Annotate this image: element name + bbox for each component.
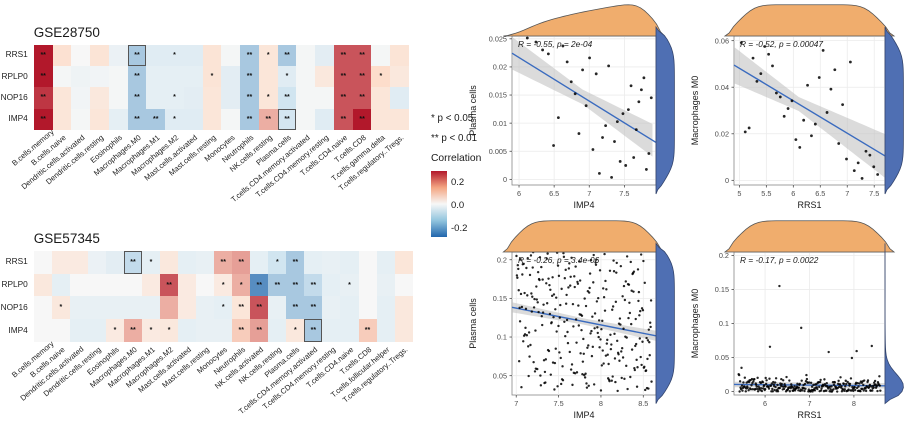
- svg-text:8: 8: [599, 399, 603, 408]
- svg-text:0: 0: [503, 175, 507, 184]
- svg-text:8.5: 8.5: [638, 399, 648, 408]
- svg-text:0.05: 0.05: [493, 371, 507, 380]
- svg-text:Macrophages M0: Macrophages M0: [690, 76, 700, 146]
- svg-text:0.06: 0.06: [715, 36, 729, 45]
- svg-text:0.05: 0.05: [715, 353, 729, 362]
- svg-text:5.5: 5.5: [761, 189, 771, 198]
- svg-text:6.5: 6.5: [815, 189, 825, 198]
- svg-text:Plasma cells: Plasma cells: [468, 85, 478, 136]
- svg-text:0.2: 0.2: [497, 255, 507, 264]
- svg-text:R = -0.55, p = 2e-04: R = -0.55, p = 2e-04: [518, 39, 593, 49]
- svg-text:0.15: 0.15: [493, 294, 507, 303]
- svg-text:0.005: 0.005: [489, 147, 507, 156]
- svg-text:0.02: 0.02: [493, 63, 507, 72]
- svg-text:0.04: 0.04: [715, 83, 729, 92]
- svg-text:6: 6: [791, 189, 795, 198]
- svg-text:7: 7: [845, 189, 849, 198]
- svg-text:6.5: 6.5: [549, 189, 559, 198]
- svg-text:0: 0: [725, 176, 729, 185]
- svg-text:0.1: 0.1: [719, 319, 729, 328]
- svg-text:Macrophages M0: Macrophages M0: [690, 289, 700, 359]
- svg-text:IMP4: IMP4: [573, 200, 594, 210]
- svg-text:7: 7: [807, 399, 811, 408]
- svg-text:R = -0.52, p = 0.00047: R = -0.52, p = 0.00047: [740, 39, 823, 49]
- svg-text:0.1: 0.1: [497, 333, 507, 342]
- svg-text:R = -0.26, p = 3.4e-06: R = -0.26, p = 3.4e-06: [518, 255, 600, 265]
- svg-text:Plasma cells: Plasma cells: [468, 298, 478, 349]
- svg-text:0: 0: [725, 387, 729, 396]
- svg-text:7: 7: [587, 189, 591, 198]
- svg-text:7.5: 7.5: [554, 399, 564, 408]
- svg-text:6: 6: [517, 189, 521, 198]
- svg-text:0.01: 0.01: [493, 119, 507, 128]
- svg-text:RRS1: RRS1: [797, 200, 821, 210]
- svg-text:0.02: 0.02: [715, 129, 729, 138]
- svg-text:8: 8: [852, 399, 856, 408]
- svg-text:IMP4: IMP4: [573, 410, 594, 420]
- svg-text:7: 7: [514, 399, 518, 408]
- svg-text:0.015: 0.015: [489, 91, 507, 100]
- svg-text:RRS1: RRS1: [797, 410, 821, 420]
- svg-text:7.5: 7.5: [869, 189, 879, 198]
- svg-text:5: 5: [737, 189, 741, 198]
- svg-text:R = -0.17, p = 0.0022: R = -0.17, p = 0.0022: [740, 255, 819, 265]
- svg-text:6: 6: [763, 399, 767, 408]
- svg-text:7.5: 7.5: [619, 189, 629, 198]
- svg-text:0.15: 0.15: [715, 285, 729, 294]
